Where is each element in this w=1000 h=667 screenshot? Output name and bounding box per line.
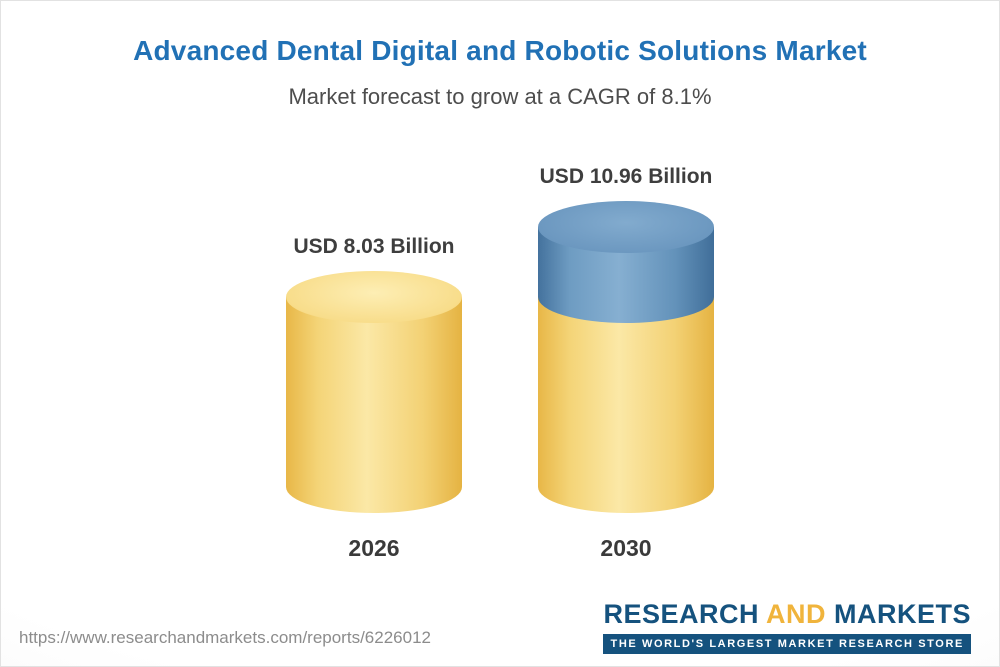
cylinder-2030 [538,201,714,513]
category-label-2026: 2026 [348,535,400,561]
bar-group-2026: USD 8.03 Billion 2026 [286,235,462,562]
cylinder-2026-top-cap [286,270,462,323]
cylinder-2030-growth-segment [538,201,714,323]
value-label-2030: USD 10.96 Billion [539,165,713,189]
bar-group-2030: USD 10.96 Billion 2030 [538,165,714,562]
report-url[interactable]: https://www.researchandmarkets.com/repor… [19,628,431,647]
header: Advanced Dental Digital and Robotic Solu… [1,1,999,110]
value-label-2026: USD 8.03 Billion [293,234,455,258]
logo-word-markets: MARKETS [834,599,971,629]
category-label-2030: 2030 [600,535,652,561]
cylinder-2026-body [286,270,462,513]
cylinder-2030-base-segment [538,296,714,513]
logo-wordmark: RESEARCH AND MARKETS [603,599,971,630]
logo-word-research: RESEARCH [603,599,759,629]
chart-subtitle: Market forecast to grow at a CAGR of 8.1… [288,84,712,109]
logo-tagline: THE WORLD'S LARGEST MARKET RESEARCH STOR… [603,634,971,654]
cylinder-2030-top-cap [538,201,714,254]
logo-word-and: AND [765,599,826,629]
chart-title: Advanced Dental Digital and Robotic Solu… [133,35,867,66]
research-and-markets-logo: RESEARCH AND MARKETS THE WORLD'S LARGEST… [603,599,971,654]
cylinder-2026 [286,270,462,513]
cylinder-bar-chart: USD 8.03 Billion 2026 USD 10.96 Billion … [1,110,999,562]
